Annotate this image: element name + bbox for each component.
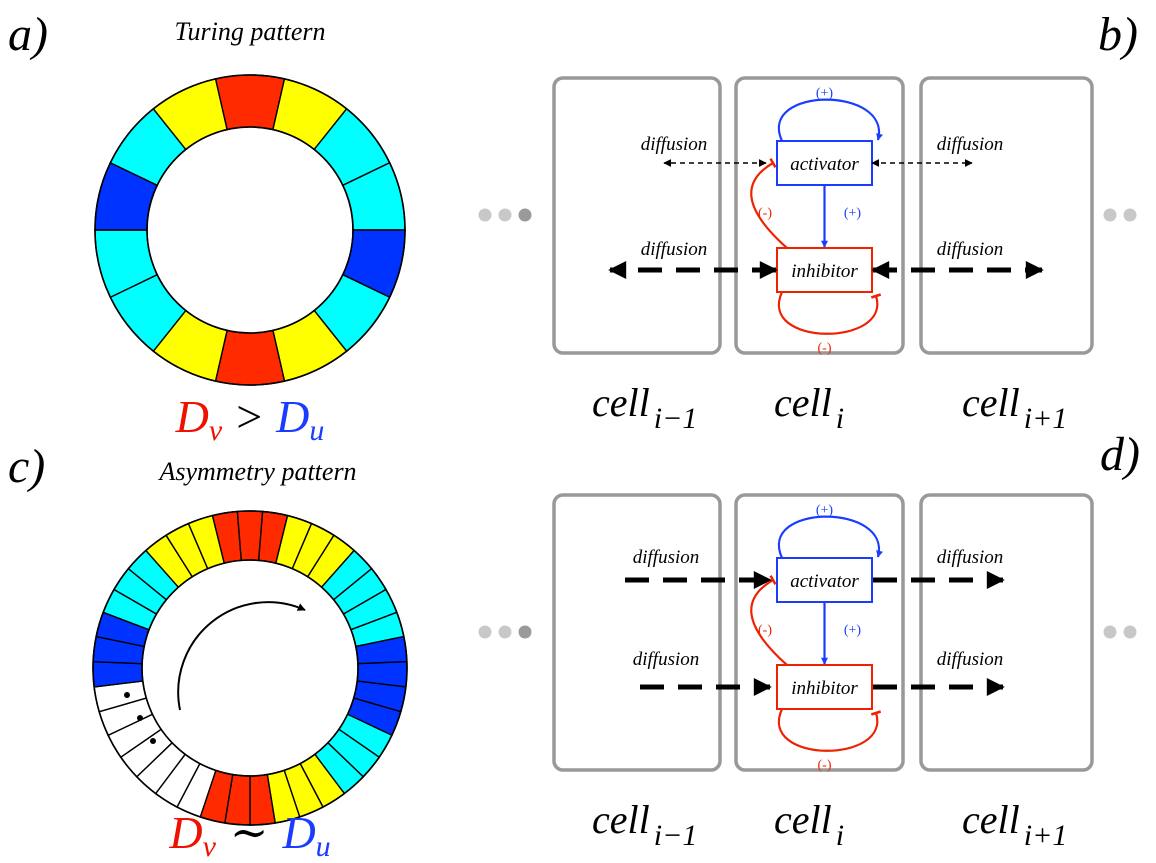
- relation-a: Dv > Du: [175, 391, 325, 447]
- cell-label-subscript: i−1: [654, 402, 698, 435]
- panel-letter-a: a): [8, 8, 48, 61]
- activator-label: activator: [790, 571, 859, 592]
- cell-label-subscript: i: [836, 819, 844, 852]
- inhibitor-self-minus: (-): [818, 758, 832, 773]
- panel-letter-d: d): [1100, 428, 1140, 481]
- relation-c-left: D: [168, 807, 202, 858]
- diffusion-label: diffusion: [937, 547, 1004, 568]
- ellipsis-dot-2: [137, 715, 143, 721]
- inhibition-minus: (-): [758, 623, 772, 638]
- relation-a-left: D: [175, 391, 209, 442]
- cell-label: cell i−1: [592, 380, 697, 435]
- diffusion-label: diffusion: [937, 134, 1004, 155]
- inhibitor-self-loop: [778, 708, 882, 752]
- cell-label: cell i: [774, 380, 844, 435]
- relation-c: Dv ∼ Du: [168, 807, 330, 863]
- ellipsis-dot: [498, 625, 512, 639]
- cell-box: [734, 76, 905, 355]
- cell-label-base: cell: [962, 797, 1020, 842]
- rotation-arrow: [177, 601, 306, 711]
- ellipsis-dot: [1103, 208, 1117, 222]
- inhibitor-label: inhibitor: [791, 261, 858, 282]
- inhibitor-box: [776, 664, 873, 710]
- cell-box: [919, 76, 1094, 355]
- ring-outer-edge: [92, 510, 408, 826]
- asymmetry-ring: [92, 510, 408, 826]
- inhibitor-self-minus: (-): [818, 341, 832, 356]
- activator-self-plus: (+): [816, 503, 834, 518]
- relation-a-left-sub: v: [209, 414, 223, 447]
- cell-label-base: cell: [592, 797, 650, 842]
- ellipsis-dot: [518, 625, 532, 639]
- relation-a-right-sub: u: [309, 414, 324, 447]
- cell-label: cell i: [774, 797, 844, 852]
- activator-label: activator: [790, 154, 859, 175]
- activator-self-loop: [778, 98, 883, 142]
- cell-label: cell i+1: [962, 380, 1067, 435]
- cell-label-subscript: i: [836, 402, 844, 435]
- cell-label: cell i−1: [592, 797, 697, 852]
- inhibitor-self-loop: [778, 291, 882, 335]
- inhibitor-box: [776, 247, 873, 293]
- cell-box: [734, 493, 905, 772]
- relation-a-right: D: [275, 391, 309, 442]
- cell-label-base: cell: [774, 797, 832, 842]
- activator-self-plus: (+): [816, 86, 834, 101]
- cell-box: [552, 76, 722, 355]
- diffusion-label: diffusion: [633, 649, 700, 670]
- diffusion-label: diffusion: [937, 239, 1004, 260]
- panel-c-title: Asymmetry pattern: [157, 457, 356, 486]
- relation-c-op: ∼: [230, 807, 269, 858]
- cell-box: [552, 493, 722, 772]
- panel-letter-b: b): [1098, 8, 1138, 61]
- ellipsis-dot: [1103, 625, 1117, 639]
- relation-c-right-sub: u: [316, 830, 331, 863]
- activation-plus: (+): [844, 206, 862, 221]
- ellipsis-dot: [478, 625, 492, 639]
- ellipsis-dot: [1123, 208, 1137, 222]
- ellipsis-dot: [518, 208, 532, 222]
- ellipsis-dot: [1123, 625, 1137, 639]
- cell-label-subscript: i+1: [1024, 402, 1068, 435]
- diffusion-label: diffusion: [937, 649, 1004, 670]
- ring-inner-edge: [141, 559, 359, 777]
- ellipsis-dot: [498, 208, 512, 222]
- diffusion-label: diffusion: [641, 134, 708, 155]
- cell-label-subscript: i−1: [654, 819, 698, 852]
- diffusion-label: diffusion: [633, 547, 700, 568]
- cell-label-base: cell: [774, 380, 832, 425]
- inhibition-minus: (-): [758, 206, 772, 221]
- ring-inner-edge: [146, 126, 354, 334]
- ring-outer-edge: [94, 74, 406, 386]
- diffusion-label: diffusion: [641, 239, 708, 260]
- network-diagram-b: activator inhibitor (+) (+) (-) (-) diffusion d…: [478, 76, 1137, 435]
- panel-letter-c: c): [8, 440, 45, 493]
- cell-label-base: cell: [592, 380, 650, 425]
- relation-c-left-sub: v: [203, 830, 217, 863]
- inhibition-arrow: [750, 158, 788, 249]
- ellipsis-dot-3: [150, 738, 156, 744]
- relation-c-right: D: [281, 807, 315, 858]
- cell-label-subscript: i+1: [1024, 819, 1068, 852]
- activator-self-loop: [778, 515, 883, 559]
- activation-plus: (+): [844, 623, 862, 638]
- panel-a-title: Turing pattern: [175, 17, 326, 46]
- ellipsis-dot-1: [124, 692, 130, 698]
- cell-label-base: cell: [962, 380, 1020, 425]
- cell-box: [919, 493, 1094, 772]
- relation-a-op: >: [236, 391, 262, 442]
- cell-label: cell i+1: [962, 797, 1067, 852]
- turing-ring: [94, 74, 406, 386]
- ellipsis-dot: [478, 208, 492, 222]
- inhibitor-label: inhibitor: [791, 678, 858, 699]
- network-diagram-d: activator inhibitor (+) (+) (-) (-) diffusion d…: [478, 493, 1137, 852]
